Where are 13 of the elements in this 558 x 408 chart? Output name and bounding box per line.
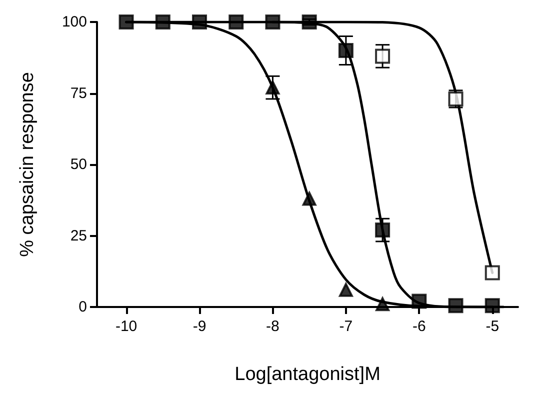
x-tick-label: -8 [266, 318, 280, 335]
x-tick-label: -7 [339, 318, 353, 335]
x-tick-label: -10 [115, 318, 138, 335]
x-tick-label: -6 [412, 318, 426, 335]
x-axis-title: Log[antagonist]M [234, 364, 380, 385]
y-tick-label: 75 [70, 84, 87, 102]
y-axis-title: % capsaicin response [17, 72, 38, 257]
y-tick-label: 50 [70, 156, 87, 173]
x-tick-label: -9 [192, 318, 206, 335]
y-tick-label: 0 [78, 298, 87, 316]
x-tick-label: -5 [486, 318, 500, 335]
y-tick-label: 25 [70, 227, 87, 244]
y-tick-label: 100 [62, 14, 87, 30]
